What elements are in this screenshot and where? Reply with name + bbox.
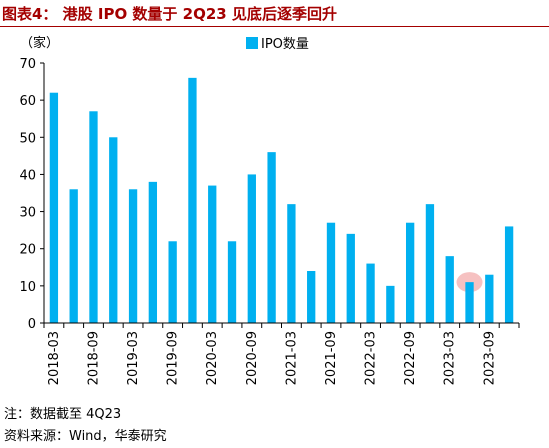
- legend-swatch: [246, 37, 258, 49]
- x-tick-label: 2018-03: [47, 331, 62, 385]
- x-tick-label: 2018-09: [86, 331, 101, 385]
- x-tick-label: 2021-03: [284, 331, 299, 385]
- bar-2022-12: [425, 204, 435, 323]
- y-tick-label: 20: [19, 243, 36, 258]
- bar-2020-09: [247, 174, 256, 323]
- title-bar: 图表4： 港股 IPO 数量于 2Q23 见底后逐季回升: [0, 0, 549, 27]
- bar-2018-03: [49, 92, 59, 323]
- x-tick-label: 2022-03: [364, 331, 379, 385]
- footer-note: 注：数据截至 4Q23: [4, 407, 122, 422]
- y-unit-label: （家）: [20, 35, 59, 51]
- bar-2023-12: [504, 226, 514, 323]
- bar-2020-12: [267, 152, 276, 323]
- bar-2019-09: [168, 241, 177, 323]
- x-tick-label: 2023-09: [482, 331, 497, 385]
- bar-2018-09: [89, 111, 98, 324]
- bar-2022-09: [405, 222, 415, 323]
- bar-chart: （家） IPO数量 0 10 20 30 40 50 60 70 2018-03 2018-09 201…: [19, 35, 520, 385]
- legend-label: IPO数量: [261, 37, 309, 52]
- y-tick-label: 70: [19, 57, 36, 72]
- y-tick-label: 40: [19, 168, 36, 183]
- x-tick-label: 2019-03: [126, 331, 141, 385]
- y-tick-label: 50: [19, 131, 36, 146]
- bar-2021-09: [326, 222, 336, 323]
- bar-2022-03: [366, 263, 375, 323]
- y-tick-label: 10: [19, 280, 36, 295]
- bar-2021-06: [307, 271, 316, 323]
- bar-2021-03: [287, 204, 296, 323]
- x-tick-label: 2022-09: [403, 331, 418, 385]
- bar-2023-09: [485, 274, 494, 323]
- y-tick-label: 60: [19, 94, 36, 109]
- bar-2019-12: [188, 77, 197, 323]
- x-tick-label: 2019-09: [166, 331, 181, 385]
- bar-2023-06: [465, 282, 474, 323]
- bar-2023-03: [445, 256, 454, 323]
- bar-2018-06: [69, 189, 78, 323]
- x-tick-label: 2020-03: [205, 331, 220, 385]
- bar-2020-03: [208, 185, 217, 323]
- bar-2020-06: [227, 241, 237, 323]
- bar-2021-12: [346, 233, 355, 323]
- y-tick-label: 30: [19, 206, 36, 221]
- x-tick-label: 2020-09: [245, 331, 260, 385]
- y-tick-label: 0: [28, 317, 36, 332]
- figure-title: 图表4： 港股 IPO 数量于 2Q23 见底后逐季回升: [2, 5, 337, 23]
- bar-2019-03: [128, 189, 138, 323]
- bar-2022-06: [386, 285, 395, 323]
- footer-source: 资料来源：Wind，华泰研究: [4, 429, 167, 444]
- bar-2018-12: [109, 137, 118, 323]
- bar-2019-06: [148, 181, 158, 323]
- x-tick-label: 2023-03: [443, 331, 458, 385]
- x-tick-label: 2021-09: [324, 331, 339, 385]
